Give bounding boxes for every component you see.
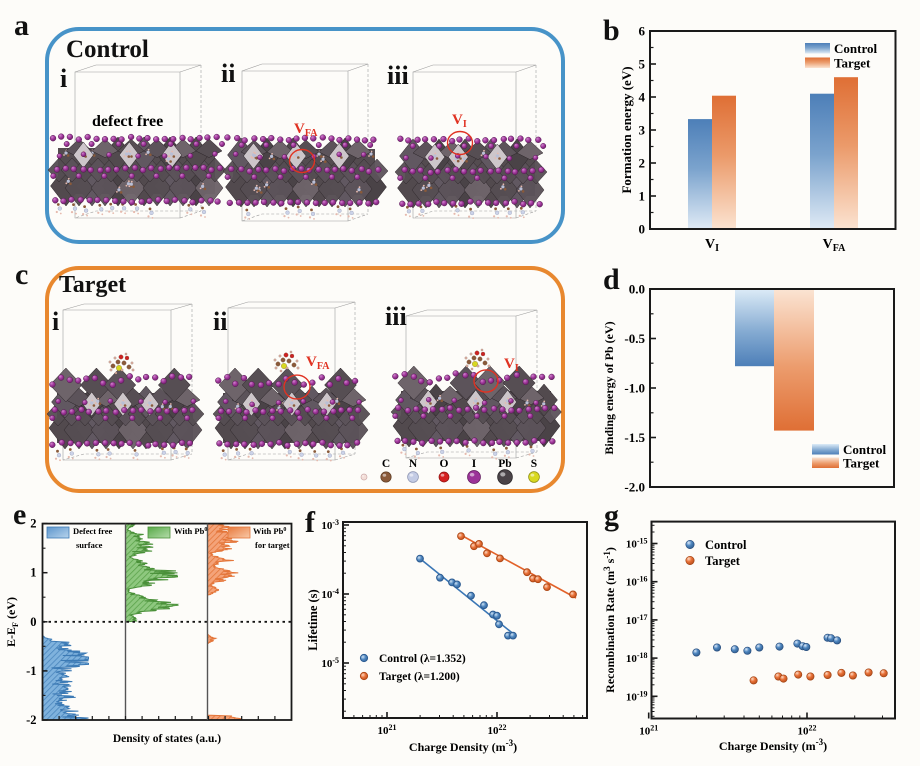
svg-text:Charge Density (m-3): Charge Density (m-3)	[409, 738, 517, 754]
svg-text:With Pb0: With Pb0	[253, 526, 286, 536]
svg-text:VI: VI	[705, 237, 719, 254]
svg-text:1022: 1022	[488, 723, 507, 737]
svg-text:0: 0	[30, 615, 36, 629]
svg-text:-2.0: -2.0	[624, 480, 645, 495]
svg-text:Formation energy (eV): Formation energy (eV)	[620, 66, 634, 193]
svg-text:VFA: VFA	[306, 354, 330, 372]
svg-text:I: I	[472, 458, 477, 470]
svg-text:Target: Target	[834, 56, 871, 71]
svg-text:O: O	[440, 458, 449, 470]
svg-text:1: 1	[30, 566, 36, 580]
svg-text:10-16: 10-16	[626, 575, 648, 589]
svg-text:Target: Target	[705, 554, 741, 568]
svg-text:Control: Control	[834, 41, 877, 56]
svg-text:N: N	[409, 458, 418, 470]
svg-text:VFA: VFA	[823, 237, 846, 254]
svg-text:Control (λ=1.352): Control (λ=1.352)	[379, 653, 466, 665]
svg-text:VI: VI	[504, 356, 519, 374]
svg-text:Control: Control	[843, 442, 886, 457]
svg-text:VI: VI	[452, 112, 467, 130]
svg-text:1021: 1021	[378, 723, 397, 737]
svg-text:C: C	[382, 458, 390, 470]
svg-text:3: 3	[639, 123, 646, 138]
svg-text:-1.0: -1.0	[624, 381, 645, 396]
svg-text:Target: Target	[843, 456, 880, 471]
svg-text:VFA: VFA	[294, 121, 318, 139]
svg-text:10-18: 10-18	[626, 651, 648, 665]
svg-text:Density of states (a.u.): Density of states (a.u.)	[113, 733, 221, 745]
svg-text:-1: -1	[26, 664, 36, 678]
svg-text:E-EF (eV): E-EF (eV)	[4, 597, 20, 647]
svg-text:10-15: 10-15	[626, 537, 648, 551]
svg-text:0: 0	[639, 222, 646, 237]
svg-text:10-5: 10-5	[321, 656, 339, 670]
svg-text:0.0: 0.0	[629, 282, 645, 297]
svg-text:-0.5: -0.5	[624, 331, 645, 346]
svg-text:Defect free: Defect free	[73, 526, 112, 536]
svg-text:Control: Control	[705, 538, 747, 552]
svg-text:6: 6	[639, 24, 646, 39]
svg-text:Pb: Pb	[498, 458, 511, 470]
svg-text:Lifetime (s): Lifetime (s)	[306, 589, 320, 650]
svg-text:2: 2	[30, 517, 36, 531]
svg-text:Charge Density (m-3): Charge Density (m-3)	[719, 737, 827, 753]
svg-text:10-3: 10-3	[321, 518, 339, 532]
svg-text:Target (λ=1.200): Target (λ=1.200)	[379, 671, 460, 683]
svg-text:defect free: defect free	[92, 113, 163, 130]
svg-text:-1.5: -1.5	[624, 430, 645, 445]
svg-text:surface: surface	[76, 540, 103, 550]
svg-text:1: 1	[639, 189, 646, 204]
svg-text:S: S	[531, 458, 537, 470]
svg-text:Binding energy of Pb (eV): Binding energy of Pb (eV)	[602, 321, 616, 454]
svg-text:-2: -2	[26, 713, 36, 727]
svg-text:4: 4	[639, 90, 646, 105]
svg-text:for target: for target	[255, 540, 290, 550]
svg-text:1022: 1022	[798, 724, 817, 738]
svg-text:10-17: 10-17	[626, 613, 648, 627]
svg-text:10-19: 10-19	[626, 689, 648, 703]
svg-text:2: 2	[639, 156, 646, 171]
svg-text:1021: 1021	[639, 724, 658, 738]
svg-text:10-4: 10-4	[321, 587, 339, 601]
svg-text:Recombination Rate (m3 s-1): Recombination Rate (m3 s-1)	[602, 547, 617, 693]
svg-text:5: 5	[639, 57, 646, 72]
svg-text:With Pb0: With Pb0	[174, 526, 207, 536]
